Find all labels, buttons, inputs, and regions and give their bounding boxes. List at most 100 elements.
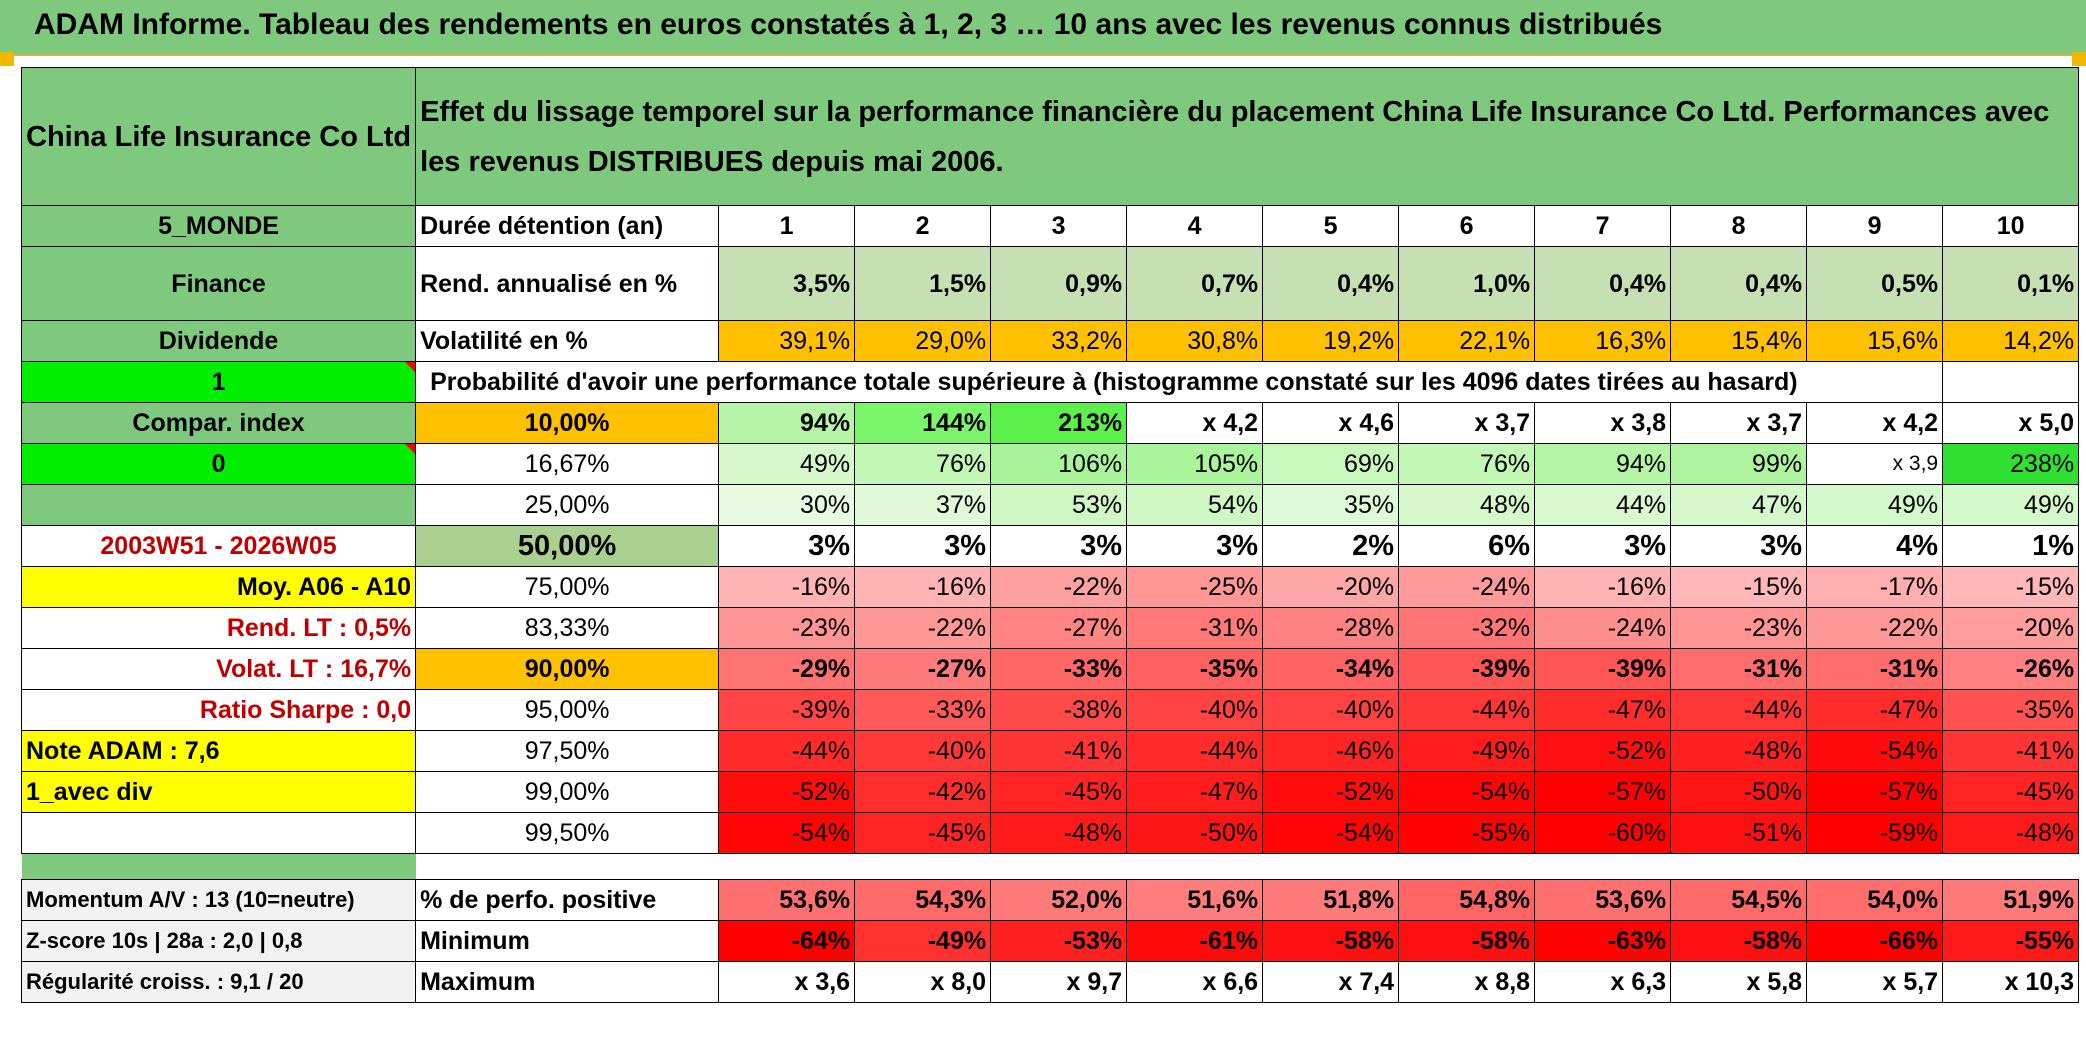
year-header: 8 [1670,205,1808,247]
quantile-value: 3% [1670,525,1808,567]
flag-one-cell[interactable]: 1 [20,361,417,403]
summary-row: Z-score 10s | 28a : 2,0 | 0,8 Minimum -64%… [20,920,2080,962]
spacer-cell [416,854,2079,880]
minimum-cell: -58% [1670,920,1808,962]
minimum-cell: -63% [1534,920,1672,962]
quantile-value: 69% [1262,443,1400,485]
quantile-value: -38% [990,689,1128,731]
volat-cell: 30,8% [1126,320,1264,362]
quantile-value: -47% [1806,689,1944,731]
perfo-pos-cell: 52,0% [990,879,1128,921]
quantile-value: 49% [718,443,856,485]
perfo-pos-cell: 53,6% [1534,879,1672,921]
volat-cell: 15,6% [1806,320,1944,362]
quantile-value: x 3,7 [1398,402,1536,444]
proba-label: Probabilité d'avoir une performance tota… [415,361,1944,403]
rend-cell: 0,5% [1806,246,1944,321]
quantile-value: -59% [1806,812,1944,854]
summary-row: Momentum A/V : 13 (10=neutre)% de perfo.… [20,879,2080,921]
rend-cell: 0,4% [1670,246,1808,321]
quantile-label: 16,67% [415,443,720,485]
year-header: 10 [1942,205,2080,247]
volat-cell: 33,2% [990,320,1128,362]
volat-cell: 22,1% [1398,320,1536,362]
empty-cell [20,812,417,854]
quantile-value: -45% [990,771,1128,813]
quantile-value: -31% [1126,607,1264,649]
quantile-value: -50% [1670,771,1808,813]
quantile-value: -39% [718,689,856,731]
empty-cell [1942,361,2080,403]
quantile-value: -48% [1670,730,1808,772]
quantile-value: -40% [854,730,992,772]
quantile-value: -23% [1670,607,1808,649]
maximum-cell: x 8,8 [1398,961,1536,1003]
returns-table: China Life Insurance Co Ltd Effet du lis… [20,67,2080,1003]
volat-lt-label: Volat. LT : 16,7% [20,648,417,690]
note-label: Note ADAM : 7,6 [20,730,417,772]
quantile-value: 144% [854,402,992,444]
minimum-cell: -61% [1126,920,1264,962]
banner-title: ADAM Informe. Tableau des rendements en … [34,8,1663,41]
quantile-row: 25,00% 30% 37% 53% 54% 35% 48% 44% 47% 49% 49% [20,484,2080,526]
quantile-value: -42% [854,771,992,813]
minimum-cell: -58% [1262,920,1400,962]
year-header: 5 [1262,205,1400,247]
quantile-value: 48% [1398,484,1536,526]
quantile-value: 2% [1262,525,1400,567]
quantile-value: 6% [1398,525,1536,567]
quantile-row: Ratio Sharpe : 0,0 95,00% -39% -33% -38% -40%… [20,689,2080,731]
rend-label: Rend. annualisé en % [415,246,720,321]
quantile-value: -48% [990,812,1128,854]
quantile-value: -40% [1262,689,1400,731]
quantile-value: -20% [1262,566,1400,608]
volat-cell: 14,2% [1942,320,2080,362]
minimum-cell: -53% [990,920,1128,962]
period-label: 2003W51 - 2026W05 [20,525,417,567]
quantile-value: -35% [1126,648,1264,690]
volat-cell: 15,4% [1670,320,1808,362]
regularite-label: Régularité croiss. : 9,1 / 20 [20,961,417,1003]
minimum-cell: -55% [1942,920,2080,962]
quantile-value: -32% [1398,607,1536,649]
quantile-value: -22% [990,566,1128,608]
quantile-value: 35% [1262,484,1400,526]
compar-label: Compar. index [20,402,417,444]
quantile-value: -54% [1398,771,1536,813]
rend-cell: 0,7% [1126,246,1264,321]
quantile-value: 3% [854,525,992,567]
flag-zero-cell[interactable]: 0 [20,443,417,485]
maximum-cell: x 9,7 [990,961,1128,1003]
year-header: 9 [1806,205,1944,247]
sector-label: Finance [20,246,417,321]
quantile-value: -33% [854,689,992,731]
perfo-pos-cell: 54,0% [1806,879,1944,921]
corner-mark [0,52,14,66]
quantile-value: -54% [1262,812,1400,854]
spacer-row [21,853,2079,880]
quantile-value: x 5,0 [1942,402,2080,444]
quantile-value: -57% [1534,771,1672,813]
quantile-value: 3% [1126,525,1264,567]
quantile-value: 99% [1670,443,1808,485]
rend-lt-label: Rend. LT : 0,5% [20,607,417,649]
quantile-value: x 3,9 [1806,443,1944,485]
quantile-label: 50,00% [415,525,720,567]
quantile-value: x 4,2 [1806,402,1944,444]
quantile-value: 238% [1942,443,2080,485]
quantile-value: 4% [1806,525,1944,567]
quantile-value: -48% [1942,812,2080,854]
quantile-value: -46% [1262,730,1400,772]
quantile-value: 53% [990,484,1128,526]
quantile-value: 37% [854,484,992,526]
quantile-value: 47% [1670,484,1808,526]
quantile-value: -39% [1534,648,1672,690]
quantile-value: -27% [990,607,1128,649]
quantile-value: 213% [990,402,1128,444]
quantile-label: 90,00% [415,648,720,690]
rend-cell: 0,4% [1262,246,1400,321]
quantile-value: 76% [854,443,992,485]
quantile-value: 106% [990,443,1128,485]
avec-div-label: 1_avec div [20,771,417,813]
report-banner: ADAM Informe. Tableau des rendements en … [0,0,2086,56]
